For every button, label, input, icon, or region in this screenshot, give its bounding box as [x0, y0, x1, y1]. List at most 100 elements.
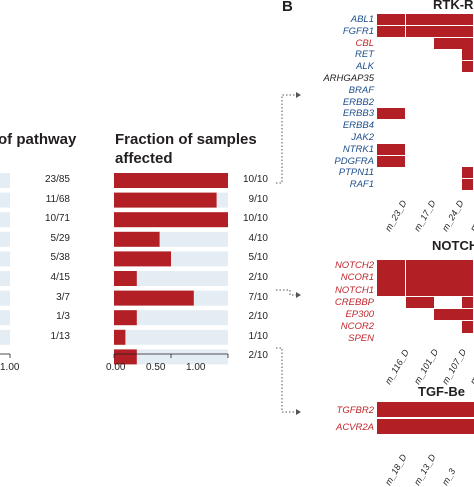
pathway-fraction-label: 5/38 [50, 252, 70, 264]
heatmap-cell-rtk [462, 25, 473, 37]
heatmap-cell-notch [462, 272, 473, 284]
connector-tgf-arrow [296, 409, 301, 415]
heatmap-cell-rtk [377, 25, 405, 37]
heatmap-cell-notch [377, 284, 405, 296]
heatmap-cell-notch [406, 272, 434, 284]
heatmap-cell-rtk [377, 14, 405, 25]
pathway-track-6 [0, 290, 10, 306]
sample-fraction-label: 2/10 [248, 272, 268, 283]
gene-label-tgfbr2: TGFBR2 [336, 405, 374, 416]
pathway-fraction-label: 1/13 [50, 330, 70, 342]
heatmap-cell-rtk [434, 14, 462, 25]
connector-rtk [276, 94, 296, 184]
bar-2 [114, 212, 228, 228]
panel-b-label: B [282, 0, 293, 15]
sample-fraction-label: 10/10 [242, 213, 268, 225]
gene-label-ptpn11: PTPN11 [338, 167, 374, 179]
pathway-track-7 [0, 310, 10, 326]
pathway-fraction-label: 4/15 [50, 272, 70, 283]
heatmap-cell-notch [434, 260, 462, 272]
gene-label-ep300: EP300 [345, 309, 374, 321]
pathway-track-8 [0, 329, 10, 345]
gene-label-erbb3: ERBB3 [342, 108, 374, 120]
heatmap-cell-notch [406, 284, 434, 296]
gene-label-notch1: NOTCH1 [334, 284, 374, 296]
sample-fraction-label: 5/10 [248, 252, 268, 264]
bar-track-5 [114, 271, 228, 286]
bar-track-8 [114, 329, 228, 345]
gene-label-ncor2: NCOR2 [340, 321, 374, 333]
x-tick-100: 1.00 [186, 362, 206, 373]
pathway-track-3 [0, 231, 10, 247]
pathway-track-2 [0, 212, 10, 228]
heatmap-cell-rtk [406, 25, 434, 37]
gene-label-erbb4: ERBB4 [342, 120, 374, 132]
gene-label-braf: BRAF [348, 84, 374, 96]
gene-label-notch2: NOTCH2 [334, 260, 374, 272]
heatmap-cell-notch [434, 272, 462, 284]
gene-label-crebbp: CREBBP [334, 296, 374, 308]
bar-8 [114, 329, 126, 345]
gene-label-alk: ALK [356, 61, 374, 73]
rtk-title: RTK-RA [433, 0, 474, 12]
pathway-fraction-label: 23/85 [44, 174, 70, 185]
bar-track-7 [114, 310, 228, 326]
heatmap-cell-rtk [377, 108, 405, 120]
samples-fraction-chart [0, 92, 301, 415]
heatmap-cell-rtk [462, 167, 473, 179]
heatmap-cell-notch [462, 284, 473, 296]
sample-fraction-label: 9/10 [248, 193, 268, 205]
pathway-fraction-title: of pathway [0, 131, 77, 148]
pathway-track-5 [0, 271, 10, 286]
samples-fraction-title-line2: affected [115, 150, 173, 167]
gene-label-spen: SPEN [348, 333, 374, 345]
bar-6 [114, 290, 194, 306]
pathway-track-1 [0, 192, 10, 208]
gene-label-raf1: RAF1 [349, 179, 374, 191]
gene-label-arhgap35: ARHGAP35 [323, 73, 374, 84]
connector-notch-arrow [296, 292, 301, 298]
heatmap-cell-rtk [462, 14, 473, 25]
pathway-axis-tick: 1.00 [0, 362, 20, 373]
sample-fraction-label: 4/10 [248, 232, 268, 244]
heatmap-cell-rtk [377, 155, 405, 167]
bar-9 [114, 349, 137, 365]
heatmap-cell-notch [406, 260, 434, 272]
gene-label-ret: RET [355, 49, 374, 61]
heatmap-cell-rtk [434, 37, 462, 49]
bar-4 [114, 251, 171, 267]
x-tick-50: 0.50 [146, 362, 166, 373]
sample-fraction-label: 2/10 [248, 311, 268, 323]
gene-label-ncor1: NCOR1 [340, 272, 374, 284]
gene-label-abl1: ABL1 [350, 14, 374, 25]
gene-label-pdgfra: PDGFRA [334, 155, 374, 167]
heatmap-cell-notch [462, 321, 473, 333]
heatmap-cell-tgf [377, 419, 474, 434]
x-tick-0: 0.00 [106, 362, 126, 373]
pathway-fraction-label: 5/29 [50, 232, 70, 244]
sample-fraction-label: 1/10 [248, 330, 268, 342]
samples-fraction-title-line1: Fraction of samples [115, 131, 257, 148]
heatmap-cell-rtk [462, 37, 473, 49]
pathway-fraction-label: 10/71 [44, 213, 70, 225]
pathway-track-4 [0, 251, 10, 267]
connector-rtk-arrow [296, 92, 301, 98]
heatmap-cell-notch [462, 260, 473, 272]
bar-7 [114, 310, 137, 326]
pathway-fraction-label: 3/7 [56, 291, 70, 303]
heatmap-cell-notch [377, 260, 405, 272]
connector-notch [276, 289, 296, 296]
gene-label-cbl: CBL [355, 37, 374, 49]
bar-0 [114, 173, 228, 188]
sample-fraction-label: 2/10 [248, 350, 268, 362]
heatmap-cell-notch [377, 272, 405, 284]
pathway-track-0 [0, 173, 10, 188]
heatmap-cell-notch [406, 296, 434, 309]
bar-3 [114, 231, 160, 247]
heatmap-cell-rtk [462, 179, 473, 191]
bar-5 [114, 271, 137, 286]
heatmap-cell-rtk [406, 14, 434, 25]
heatmap-cell-notch [434, 308, 462, 321]
sample-fraction-label: 7/10 [248, 291, 268, 303]
pathway-fraction-label: 1/3 [56, 311, 70, 323]
